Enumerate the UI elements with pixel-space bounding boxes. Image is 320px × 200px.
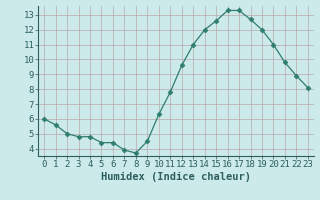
X-axis label: Humidex (Indice chaleur): Humidex (Indice chaleur) <box>101 172 251 182</box>
